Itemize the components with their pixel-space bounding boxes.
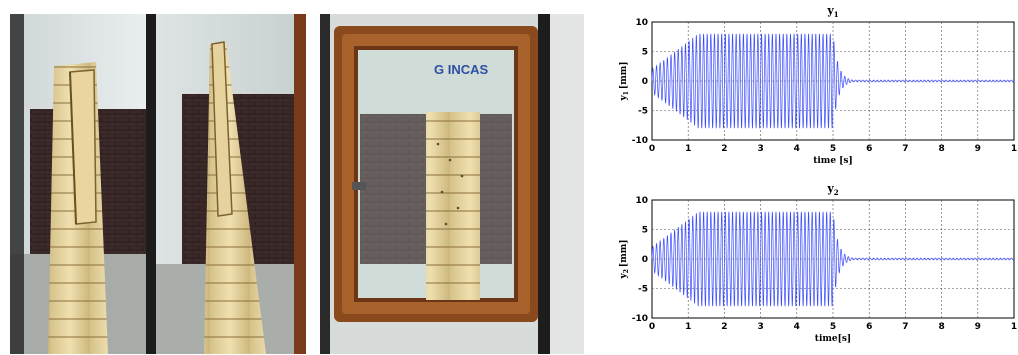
chart-area: 0 1 2 3 4 5 6 7 8 9 1 10 5 0 -5 -10 y1 time [s] y1[mm] … xyxy=(606,0,1018,355)
x-tick-label: 6 xyxy=(866,144,872,154)
photo-wind-tunnel: G INCAS xyxy=(320,14,584,354)
y-tick-label: -5 xyxy=(638,285,648,295)
x-tick-label: 5 xyxy=(830,322,836,332)
photo-specimen-side xyxy=(146,14,306,354)
y-tick-label: 0 xyxy=(642,77,648,87)
incas-sign: G INCAS xyxy=(434,62,489,77)
x-tick-label: 6 xyxy=(866,322,872,332)
y-tick-label: -10 xyxy=(632,314,648,324)
x-tick-label: 8 xyxy=(938,322,944,332)
photo-strip: G INCAS xyxy=(10,14,584,354)
y-axis-label: y2[mm] xyxy=(619,240,630,280)
latch-icon xyxy=(352,182,366,190)
chart-y2: 0 1 2 3 4 5 6 7 8 9 1 10 5 0 -5 -10 y2 time[s] y2[mm] xyxy=(619,182,1017,344)
x-tick-label: 1 xyxy=(1011,144,1017,154)
series-line xyxy=(651,33,1015,129)
x-tick-label: 4 xyxy=(794,322,800,332)
x-tick-label: 7 xyxy=(902,144,908,154)
chart-y1: 0 1 2 3 4 5 6 7 8 9 1 10 5 0 -5 -10 y1 time [s] y1[mm] xyxy=(619,4,1017,166)
x-tick-label: 3 xyxy=(757,322,763,332)
x-tick-label: 2 xyxy=(721,322,727,332)
series-line xyxy=(651,211,1015,307)
y-tick-label: 5 xyxy=(642,226,648,236)
x-tick-label: 1 xyxy=(1011,322,1017,332)
x-tick-label: 3 xyxy=(757,144,763,154)
x-axis-label: time[s] xyxy=(815,334,851,344)
x-tick-label: 1 xyxy=(685,144,691,154)
chart-title: y2 xyxy=(826,182,838,197)
x-tick-label: 0 xyxy=(649,322,655,332)
y-tick-label: 0 xyxy=(642,255,648,265)
x-tick-label: 5 xyxy=(830,144,836,154)
y-tick-label: 5 xyxy=(642,48,648,58)
y-tick-label: 10 xyxy=(635,196,648,206)
x-tick-label: 0 xyxy=(649,144,655,154)
x-tick-label: 1 xyxy=(685,322,691,332)
x-tick-label: 7 xyxy=(902,322,908,332)
x-tick-label: 9 xyxy=(975,322,981,332)
x-tick-label: 8 xyxy=(938,144,944,154)
y-tick-label: -10 xyxy=(632,136,648,146)
photo-specimen-front xyxy=(10,14,146,354)
x-tick-label: 2 xyxy=(721,144,727,154)
x-tick-label: 4 xyxy=(794,144,800,154)
x-tick-label: 9 xyxy=(975,144,981,154)
chart-title: y1 xyxy=(826,4,838,19)
x-axis-label: time [s] xyxy=(813,156,853,166)
y-tick-label: 10 xyxy=(635,18,648,28)
dot-markers xyxy=(436,142,464,226)
y-axis-label: y1[mm] xyxy=(619,62,630,102)
y-tick-label: -5 xyxy=(638,107,648,117)
